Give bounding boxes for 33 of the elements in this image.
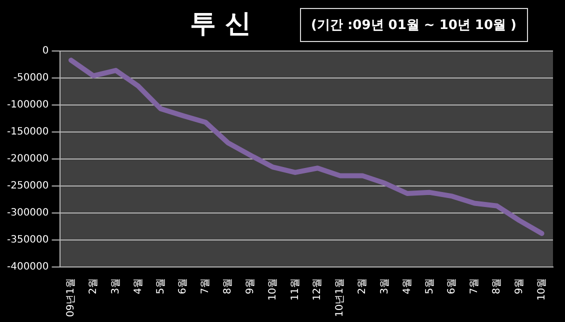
y-tick-label: -350000 [6, 234, 49, 246]
x-tick-label: 6월 [178, 278, 189, 294]
x-tick-label: 10년1월 [334, 278, 346, 318]
y-tick-label: 0 [42, 46, 49, 57]
x-tick-label: 10월 [267, 278, 278, 301]
x-tick-label: 09년1월 [66, 278, 77, 318]
y-tick-label: -150000 [6, 126, 49, 138]
x-tick-label: 5월 [424, 278, 436, 294]
y-tick-label: -200000 [6, 154, 49, 165]
x-tick-label: 9월 [244, 278, 256, 294]
x-tick-label: 4월 [132, 278, 144, 294]
x-tick-label: 6월 [446, 278, 458, 294]
x-tick-label: 2월 [88, 278, 100, 294]
x-tick-label: 7월 [469, 278, 480, 294]
y-tick-label: -400000 [6, 262, 49, 273]
x-tick-label: 11월 [290, 278, 301, 301]
y-tick-label: -50000 [13, 72, 49, 84]
y-tick-label: -250000 [6, 180, 49, 192]
chart-title: 투 신 [190, 8, 252, 41]
y-tick-label: -300000 [6, 208, 49, 219]
x-tick-label: 2월 [357, 278, 368, 294]
chart-subtitle: (기간 :09년 01월 ~ 10년 10월 ) [300, 8, 528, 42]
x-tick-label: 10월 [536, 278, 548, 301]
x-tick-label: 8월 [222, 278, 234, 294]
x-tick-label: 5월 [155, 278, 166, 294]
x-tick-label: 4월 [402, 278, 413, 294]
x-tick-label: 9월 [514, 278, 525, 294]
y-tick-label: -100000 [6, 100, 49, 111]
x-tick-label: 3월 [379, 278, 390, 294]
x-tick-label: 8월 [492, 278, 503, 294]
x-tick-label: 3월 [110, 278, 122, 294]
x-tick-label: 7월 [200, 278, 212, 294]
x-tick-label: 12월 [312, 278, 324, 301]
